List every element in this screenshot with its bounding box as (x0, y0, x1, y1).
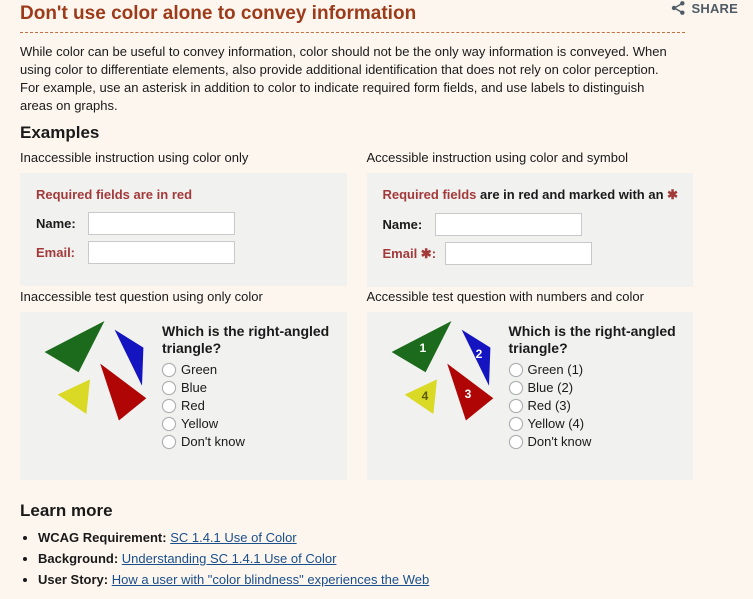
svg-text:1: 1 (419, 341, 426, 355)
svg-text:2: 2 (475, 347, 482, 361)
svg-text:3: 3 (464, 387, 471, 401)
svg-text:4: 4 (421, 389, 428, 403)
